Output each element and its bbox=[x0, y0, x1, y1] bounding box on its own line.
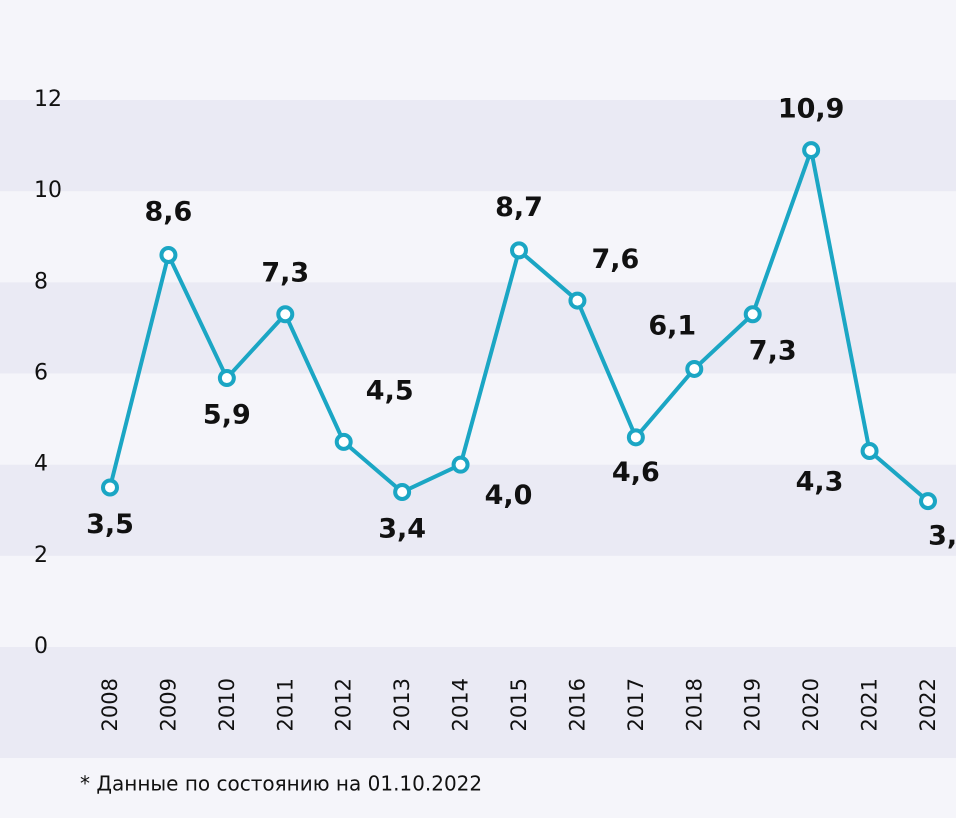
point bbox=[919, 492, 937, 511]
point bbox=[451, 455, 470, 474]
value-label: 4,5 bbox=[366, 375, 414, 406]
point bbox=[685, 359, 704, 378]
y-tick-label: 10 bbox=[34, 178, 62, 203]
value-label: 7,3 bbox=[749, 336, 797, 367]
point bbox=[393, 483, 412, 502]
value-label: 3,5 bbox=[86, 509, 134, 540]
y-tick-label: 8 bbox=[34, 269, 48, 294]
point bbox=[568, 291, 587, 310]
y-tick-label: 2 bbox=[34, 543, 48, 568]
x-tick-label: 2011 bbox=[273, 678, 297, 731]
point bbox=[743, 305, 762, 324]
point bbox=[217, 369, 236, 388]
point bbox=[101, 478, 119, 497]
x-tick-label: 2018 bbox=[682, 678, 706, 731]
y-tick-label: 4 bbox=[34, 452, 48, 477]
x-tick-label: 2016 bbox=[565, 678, 589, 731]
x-tick-label: 2009 bbox=[156, 678, 180, 731]
value-label: 3,4 bbox=[378, 514, 426, 545]
grid-band bbox=[0, 464, 956, 556]
y-tick-label: 6 bbox=[34, 361, 48, 386]
x-tick-label: 2020 bbox=[799, 678, 823, 731]
footnote: * Данные по состоянию на 01.10.2022 bbox=[80, 772, 482, 796]
y-tick-label: 12 bbox=[34, 87, 62, 112]
x-tick-label: 2010 bbox=[215, 678, 239, 731]
point bbox=[510, 241, 528, 260]
value-label: 8,6 bbox=[145, 196, 193, 227]
value-label: 4,6 bbox=[612, 457, 660, 488]
value-label: 7,3 bbox=[261, 258, 309, 289]
x-tick-label: 2015 bbox=[507, 678, 531, 731]
value-label: 10,9 bbox=[778, 94, 845, 125]
x-tick-label: 2022 bbox=[916, 678, 940, 731]
x-tick-label: 2017 bbox=[624, 678, 648, 731]
value-label: 4,3 bbox=[796, 466, 844, 497]
x-tick-label: 2021 bbox=[858, 678, 882, 731]
value-label: 5,9 bbox=[203, 400, 251, 431]
value-label: 4,0 bbox=[485, 480, 533, 511]
y-tick-label: 0 bbox=[34, 634, 48, 659]
value-label: 6,1 bbox=[648, 310, 696, 341]
point bbox=[626, 428, 645, 447]
x-tick-label: 2008 bbox=[98, 678, 122, 731]
point bbox=[334, 432, 353, 451]
band bbox=[0, 647, 956, 758]
point bbox=[159, 245, 178, 264]
grid-band bbox=[0, 100, 956, 192]
value-label: 7,6 bbox=[592, 244, 640, 275]
value-label: 3,2 bbox=[928, 521, 956, 552]
point bbox=[860, 441, 879, 460]
x-tick-label: 2014 bbox=[449, 678, 473, 731]
point bbox=[276, 305, 295, 324]
x-tick-label: 2013 bbox=[390, 678, 414, 731]
x-tick-label: 2012 bbox=[332, 678, 356, 731]
value-label: 8,7 bbox=[495, 192, 543, 223]
x-tick-label: 2019 bbox=[741, 678, 765, 731]
point bbox=[802, 141, 821, 160]
